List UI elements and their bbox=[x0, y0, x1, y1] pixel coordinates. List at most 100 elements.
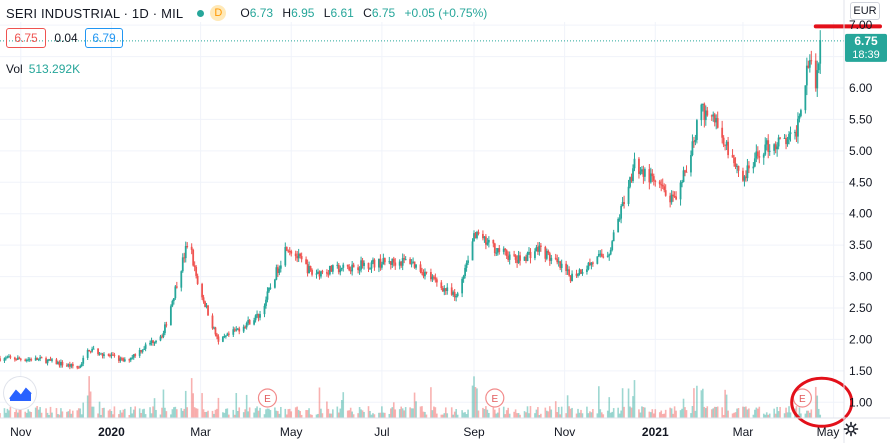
candle-body bbox=[422, 273, 425, 277]
candle-body bbox=[786, 139, 789, 145]
candle-body bbox=[535, 247, 538, 252]
candle-body bbox=[129, 357, 132, 361]
volume-bar bbox=[693, 388, 695, 418]
earnings-marker-icon[interactable] bbox=[485, 388, 505, 408]
volume-bar bbox=[505, 410, 508, 418]
candle-body bbox=[670, 194, 673, 203]
candle-body bbox=[196, 275, 199, 284]
candle-body bbox=[392, 258, 395, 263]
volume-bar bbox=[517, 413, 520, 418]
candle-body bbox=[138, 350, 141, 356]
volume-legend: Vol 513.292K bbox=[6, 62, 80, 76]
volume-bar bbox=[176, 409, 178, 418]
candle-body bbox=[554, 257, 557, 259]
delayed-data-badge[interactable]: D bbox=[210, 5, 227, 21]
candle-body bbox=[370, 262, 373, 269]
candle-body bbox=[340, 267, 343, 270]
volume-bar bbox=[641, 406, 643, 418]
candle-body bbox=[358, 269, 361, 271]
candle-body bbox=[201, 283, 203, 298]
spread-value: 0.04 bbox=[54, 31, 78, 45]
candle-body bbox=[495, 252, 498, 254]
volume-bar bbox=[694, 410, 697, 418]
volume-bar bbox=[773, 408, 775, 418]
volume-bar bbox=[3, 408, 6, 418]
volume-bar bbox=[184, 390, 187, 418]
candle-body bbox=[785, 137, 787, 145]
candle-body bbox=[713, 114, 716, 123]
tradingview-logo-icon[interactable] bbox=[4, 377, 36, 409]
time-axis[interactable]: Nov 2020 Mar May Jul Sep Nov 2021 Mar May bbox=[0, 417, 890, 439]
candle-body bbox=[461, 278, 464, 294]
candle-body bbox=[400, 261, 403, 266]
volume-bar bbox=[742, 406, 744, 418]
candle-body bbox=[440, 282, 443, 289]
volume-bar bbox=[663, 413, 666, 418]
gear-icon[interactable] bbox=[843, 421, 859, 437]
candle-body bbox=[337, 264, 340, 273]
price-axis[interactable]: 1.00 1.50 2.00 2.50 3.00 3.50 4.00 4.50 5.00 5.50… bbox=[843, 0, 873, 443]
candle-body bbox=[609, 249, 612, 255]
candle-body bbox=[664, 190, 667, 196]
candle-body bbox=[382, 258, 385, 265]
high-value: 6.95 bbox=[291, 6, 315, 20]
candle-body bbox=[568, 269, 571, 276]
volume-bar bbox=[263, 414, 266, 418]
volume-bar bbox=[748, 408, 750, 418]
candle-body bbox=[526, 252, 529, 262]
symbol-title[interactable]: SERI INDUSTRIAL · 1D · MIL bbox=[6, 5, 184, 21]
candle-body bbox=[379, 258, 382, 268]
volume-bar bbox=[138, 408, 141, 418]
buy-price-box[interactable]: 6.79 bbox=[85, 28, 123, 48]
earnings-marker-icon[interactable] bbox=[257, 388, 278, 408]
volume-bar bbox=[762, 413, 765, 418]
candle-body bbox=[507, 255, 510, 260]
sell-price-box[interactable]: 6.75 bbox=[6, 28, 46, 48]
y-tick-label: 4.50 bbox=[849, 175, 873, 189]
candle-body bbox=[783, 137, 786, 139]
candle-body bbox=[465, 262, 468, 268]
candle-body bbox=[367, 262, 370, 269]
candle-body bbox=[651, 173, 654, 177]
low-label: L bbox=[323, 6, 331, 20]
candle-body bbox=[51, 359, 53, 361]
volume-bar bbox=[419, 406, 422, 418]
volume-bar bbox=[101, 408, 104, 418]
candle-body bbox=[716, 118, 719, 128]
volume-bar bbox=[358, 407, 361, 418]
candle-body bbox=[632, 168, 634, 182]
volume-bar bbox=[170, 414, 172, 418]
candle-body bbox=[797, 118, 799, 137]
volume-bar bbox=[317, 413, 319, 418]
volume-bar bbox=[28, 411, 31, 418]
volume-bar bbox=[69, 409, 71, 418]
volume-bar bbox=[424, 411, 426, 418]
volume-bar bbox=[311, 414, 313, 418]
candle-body bbox=[577, 274, 579, 276]
annotation-red-circle[interactable] bbox=[790, 376, 854, 428]
candle-body bbox=[216, 334, 218, 337]
volume-bar bbox=[731, 413, 734, 418]
volume-bar bbox=[202, 409, 205, 418]
candle-body bbox=[703, 103, 706, 121]
candle-body bbox=[161, 336, 163, 338]
volume-bar bbox=[734, 412, 737, 418]
candle-body bbox=[700, 104, 703, 121]
candle-body bbox=[318, 271, 321, 277]
volume-bar bbox=[70, 413, 73, 418]
candle-body bbox=[342, 264, 345, 268]
candle-body bbox=[183, 257, 186, 259]
currency-label[interactable]: EUR bbox=[850, 2, 880, 20]
candle-body bbox=[290, 251, 293, 254]
volume-bar bbox=[98, 401, 101, 418]
volume-bar bbox=[713, 406, 716, 418]
volume-bar bbox=[349, 407, 352, 418]
candle-body bbox=[284, 247, 287, 266]
candle-body bbox=[742, 170, 744, 181]
volume-bar bbox=[49, 406, 52, 418]
volume-bar bbox=[150, 413, 153, 418]
volume-bar bbox=[648, 411, 651, 418]
candle-body bbox=[623, 202, 625, 204]
candle-body bbox=[712, 114, 715, 117]
